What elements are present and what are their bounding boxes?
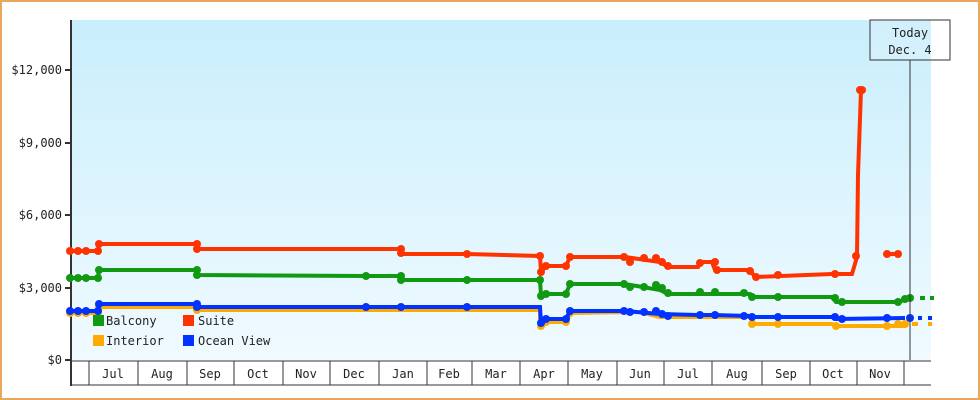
legend-swatch-ocean-view: [183, 335, 194, 346]
month-label: Jul: [677, 367, 699, 381]
plot-area: [71, 20, 931, 360]
month-label: Dec: [343, 367, 365, 381]
month-label: Oct: [247, 367, 269, 381]
month-label: Apr: [533, 367, 555, 381]
month-label: Feb: [438, 367, 460, 381]
today-date: Dec. 4: [888, 43, 931, 57]
legend-label-interior: Interior: [106, 334, 164, 348]
y-tick-label: $6,000: [19, 208, 62, 222]
month-label: Nov: [295, 367, 317, 381]
month-label: May: [581, 367, 603, 381]
month-label: Sep: [775, 367, 797, 381]
series-balcony: [66, 266, 934, 306]
legend-swatch-suite: [183, 315, 194, 326]
y-tick-label: $9,000: [19, 136, 62, 150]
legend: Balcony Suite Interior Ocean View: [93, 314, 271, 348]
month-label: Mar: [485, 367, 507, 381]
today-label: Today: [892, 26, 928, 40]
month-label: Nov: [869, 367, 891, 381]
series-suite: [66, 86, 902, 281]
y-ticks: $0 $3,000 $6,000 $9,000 $12,000: [11, 63, 71, 367]
y-tick-label: $3,000: [19, 281, 62, 295]
month-label: Jul: [102, 367, 124, 381]
today-marker: Today Dec. 4: [869, 19, 951, 360]
month-label: Aug: [151, 367, 173, 381]
x-tick-labels: Jul Aug Sep Oct Nov Dec Jan Feb Mar Apr …: [102, 367, 891, 381]
month-label: Oct: [822, 367, 844, 381]
legend-label-suite: Suite: [198, 314, 234, 328]
legend-swatch-interior: [93, 335, 104, 346]
legend-label-balcony: Balcony: [106, 314, 157, 328]
x-axis: [71, 360, 931, 386]
y-tick-label: $12,000: [11, 63, 62, 77]
month-label: Jan: [392, 367, 414, 381]
legend-swatch-balcony: [93, 315, 104, 326]
month-label: Jun: [629, 367, 651, 381]
series-ocean-view: [66, 300, 932, 327]
legend-label-ocean-view: Ocean View: [198, 334, 271, 348]
month-label: Aug: [726, 367, 748, 381]
month-label: Sep: [199, 367, 221, 381]
y-tick-label: $0: [48, 353, 62, 367]
